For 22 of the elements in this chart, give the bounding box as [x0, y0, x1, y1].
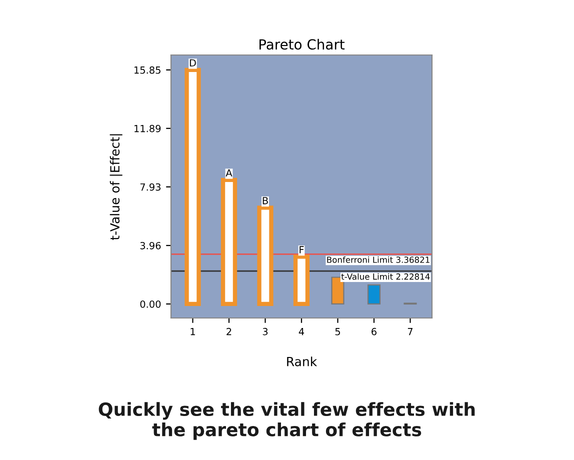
x-tick-label: 3	[262, 328, 268, 336]
x-tick-label: 1	[190, 328, 195, 336]
annotation: D	[190, 59, 196, 66]
x-tick-label: 2	[226, 328, 232, 336]
x-tick-label: 4	[298, 328, 304, 336]
x-tick-label: 5	[335, 328, 340, 336]
y-tick-label: 11.89	[134, 124, 161, 132]
annotation: F	[300, 246, 304, 254]
annotation: A	[226, 169, 232, 176]
y-tick-label: 0.00	[140, 300, 161, 308]
y-tick-label: 3.96	[140, 242, 161, 250]
chart-title: Pareto Chart	[260, 38, 345, 50]
x-axis-title: Rank	[287, 356, 318, 366]
x-tick-label: 6	[372, 328, 376, 336]
ref-line-label: t-Value Limit 2.22814	[341, 273, 430, 280]
y-tick-label: 15.85	[134, 66, 160, 74]
annotation: B	[262, 197, 268, 204]
text: Quickly see the vital few effects with the pareto chart of effects	[98, 402, 475, 440]
ref-line-label: Bonferroni Limit 3.36821	[327, 256, 430, 263]
x-tick-label: 7	[408, 328, 413, 336]
y-axis-title: t-Value of |Effect|	[110, 134, 122, 240]
y-tick-label: 7.93	[140, 183, 160, 191]
